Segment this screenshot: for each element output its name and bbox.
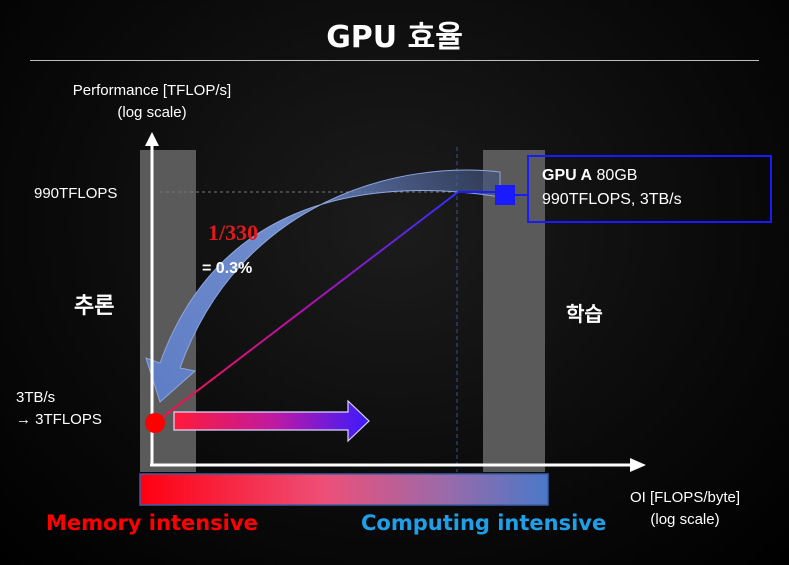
roofline-slope xyxy=(154,191,459,424)
y-tick-memory-bound: 3TB/s → 3TFLOPS xyxy=(16,389,102,428)
inference-point xyxy=(145,413,165,433)
gpu-spec-box: GPU A 80GB 990TFLOPS, 3TB/s xyxy=(527,155,772,223)
gpu-point xyxy=(495,185,515,205)
y-axis-label: Performance [TFLOP/s] (log scale) xyxy=(72,82,232,121)
gpu-specs: 990TFLOPS, 3TB/s xyxy=(542,191,682,208)
efficiency-ratio: 1/330 xyxy=(208,220,259,245)
x-axis-arrowhead xyxy=(630,458,646,472)
shift-arrow xyxy=(173,399,370,443)
y-axis-arrowhead xyxy=(145,132,159,146)
curved-arrow xyxy=(145,169,501,403)
gpu-memory: 80GB xyxy=(596,167,638,184)
inference-label: 추론 xyxy=(74,294,115,319)
memory-intensive-label: Memory intensive xyxy=(46,511,258,535)
gpu-name: GPU A xyxy=(542,167,593,184)
efficiency-percent: = 0.3% xyxy=(202,260,253,277)
y-tick-peak: 990TFLOPS xyxy=(34,185,118,202)
x-axis-label: OI [FLOPS/byte] (log scale) xyxy=(629,489,741,528)
computing-intensive-label: Computing intensive xyxy=(361,511,607,535)
page-title: GPU 효율 xyxy=(326,20,463,55)
title-divider xyxy=(30,60,759,61)
intensity-gradient-bar xyxy=(139,473,549,506)
training-label: 학습 xyxy=(566,302,603,326)
